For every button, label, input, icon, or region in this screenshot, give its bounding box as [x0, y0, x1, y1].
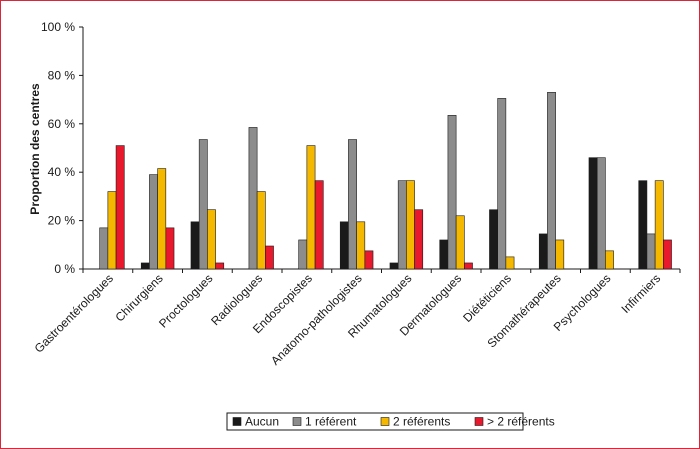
bar — [165, 227, 175, 270]
bar — [99, 227, 109, 270]
axes — [79, 26, 681, 273]
bar — [414, 209, 424, 270]
bar — [306, 145, 316, 270]
bar — [256, 191, 266, 270]
bar — [505, 256, 515, 270]
bar — [314, 180, 324, 270]
bar — [198, 139, 208, 270]
bar — [596, 157, 606, 270]
bar — [654, 180, 664, 270]
bar — [406, 180, 415, 270]
bar — [489, 209, 498, 270]
legend-swatch — [380, 417, 390, 426]
legend-swatch — [474, 417, 484, 426]
bar — [356, 221, 366, 270]
bars — [99, 92, 672, 270]
bar — [348, 139, 357, 270]
legend-swatch — [232, 417, 242, 426]
y-tick-label: 40 % — [48, 165, 76, 179]
legend-label: Aucun — [245, 415, 279, 429]
legend-label: > 2 référents — [487, 415, 555, 429]
legend-label: 1 référent — [305, 415, 357, 429]
y-tick-label: 20 % — [48, 214, 76, 228]
bar — [605, 250, 614, 270]
bar — [298, 239, 308, 270]
bar — [397, 180, 407, 270]
bar — [638, 180, 648, 270]
y-tick-label: 80 % — [48, 68, 76, 82]
bar — [646, 233, 656, 270]
bar — [547, 92, 556, 270]
bar — [538, 233, 548, 270]
y-tick-label: 100 % — [41, 20, 75, 34]
bar — [248, 127, 258, 270]
bar — [389, 262, 399, 270]
bar — [115, 145, 125, 270]
y-tick-label: 0 % — [54, 262, 75, 276]
category-label: Anatomo-pathologistes — [268, 271, 365, 368]
bar — [265, 245, 274, 270]
bar — [455, 215, 465, 270]
category-labels: GastroentérologuesChirurgiensProctologue… — [32, 271, 664, 368]
category-label: Gastroentérologues — [32, 271, 116, 355]
bar — [497, 98, 507, 270]
bar — [464, 262, 473, 270]
y-tick-label: 60 % — [48, 117, 76, 131]
bar — [588, 157, 598, 270]
legend-swatch — [292, 417, 302, 426]
legend: Aucun 1 référent 2 référents > 2 référents — [226, 412, 555, 431]
category-label: Proctologues — [156, 271, 215, 330]
bar — [107, 191, 117, 270]
bar — [364, 250, 374, 270]
y-tick-labels: 0 % 20 % 40 % 60 % 80 % 100 % — [41, 20, 75, 276]
bar — [149, 174, 158, 270]
bar — [140, 262, 150, 270]
bar — [207, 209, 216, 270]
bar — [190, 221, 200, 270]
bar — [215, 262, 225, 270]
bar — [339, 221, 349, 270]
bar — [157, 168, 167, 270]
bar — [663, 239, 672, 270]
y-axis-label: Proportion des centres — [28, 83, 42, 215]
bar — [447, 115, 457, 270]
bar — [555, 239, 565, 270]
category-label: Infirmiers — [618, 271, 663, 316]
legend-label: 2 référents — [393, 415, 450, 429]
bar — [439, 239, 449, 270]
category-label: Chirurgiens — [112, 271, 165, 324]
category-label: Diététiciens — [460, 271, 514, 325]
